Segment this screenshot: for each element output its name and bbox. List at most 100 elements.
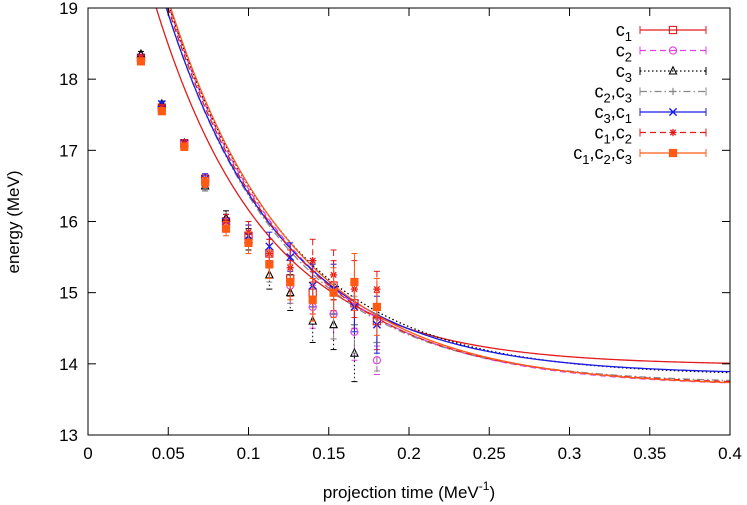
legend-label-subscript: 3 <box>604 111 611 126</box>
y-tick-label: 17 <box>59 141 78 160</box>
y-axis-title: energy (MeV) <box>4 171 23 274</box>
data-point-marker <box>265 260 274 269</box>
legend-label-subscript: 3 <box>625 70 632 85</box>
x-tick-label: 0.35 <box>633 444 666 463</box>
y-tick-label: 15 <box>59 284 78 303</box>
legend-label-subscript: 2 <box>625 50 632 65</box>
legend-label-subscript: 2 <box>604 91 611 106</box>
legend-item: c3,c1 <box>595 102 707 126</box>
data-point-marker <box>265 242 274 251</box>
data-point-marker <box>309 257 317 265</box>
legend-label-text: c <box>573 143 582 163</box>
legend-label-text: c <box>595 123 604 143</box>
series-points <box>136 53 381 354</box>
fit-curve <box>165 8 730 382</box>
x-axis-title: projection time (MeV-1) <box>323 479 495 502</box>
y-tick-label: 16 <box>59 213 78 232</box>
data-point-marker <box>286 252 295 262</box>
data-point-marker <box>201 178 210 187</box>
series-points <box>136 48 359 383</box>
data-point-marker <box>157 107 166 116</box>
y-tick-labels: 13 14 15 16 17 18 19 <box>59 0 78 445</box>
legend-label-text: c <box>595 82 604 102</box>
legend-label: c3 <box>616 61 632 85</box>
legend-label-subscript: 3 <box>625 91 632 106</box>
fit-curve <box>168 8 730 384</box>
fit-curves <box>155 8 730 384</box>
fit-curve <box>170 8 730 384</box>
legend-label: c1,c2 <box>595 123 632 147</box>
data-point-marker <box>244 238 253 247</box>
x-tick-label: 0.25 <box>473 444 506 463</box>
data-point-marker <box>329 319 339 329</box>
legend-item: c2 <box>616 41 707 65</box>
x-tick-labels: 0 0.05 0.1 0.15 0.2 0.25 0.3 0.35 0.4 <box>83 444 742 463</box>
legend-label-subscript: 2 <box>604 152 611 167</box>
x-tick-label: 0.2 <box>397 444 421 463</box>
x-axis-title-end: ) <box>489 483 495 502</box>
legend-item: c1,c2 <box>595 123 707 147</box>
data-point-marker <box>308 295 317 304</box>
legend-label-subscript: 2 <box>625 132 632 147</box>
data-point-marker <box>349 347 359 357</box>
legend-label-text: c <box>616 41 625 61</box>
x-axis-title-main: projection time (MeV <box>323 483 480 502</box>
legend-label-subscript: 1 <box>625 111 632 126</box>
axis-ticks <box>87 7 731 436</box>
legend-label-text: c <box>616 61 625 81</box>
y-tick-label: 19 <box>59 0 78 18</box>
fit-curve <box>169 8 730 374</box>
legend-label-text: ,c <box>611 143 625 163</box>
data-points <box>136 48 382 383</box>
series-points <box>137 54 381 372</box>
legend-label-text: c <box>595 102 604 122</box>
data-point-marker <box>669 128 677 137</box>
x-tick-label: 0.3 <box>558 444 582 463</box>
data-point-marker <box>308 315 318 325</box>
data-point-marker <box>221 224 231 233</box>
x-axis-title-sup: -1 <box>479 479 490 493</box>
legend-label: c1 <box>616 20 632 44</box>
legend-label-text: ,c <box>611 123 625 143</box>
data-point-marker <box>668 46 678 55</box>
legend-label: c2 <box>616 41 632 65</box>
fit-curve <box>155 8 730 364</box>
y-tick-label: 18 <box>59 70 78 89</box>
series-points <box>137 54 381 319</box>
data-point-marker <box>136 57 146 66</box>
data-point-marker <box>668 25 678 35</box>
x-tick-label: 0 <box>83 444 92 463</box>
data-point-marker <box>329 288 338 297</box>
legend-item: c2,c3 <box>595 82 707 106</box>
data-point-marker <box>286 277 295 287</box>
series-points <box>136 53 382 376</box>
x-tick-label: 0.05 <box>152 444 185 463</box>
fit-curve <box>165 8 730 373</box>
data-point-marker <box>668 65 678 75</box>
legend-label-text: c <box>616 20 625 40</box>
x-tick-label: 0.4 <box>718 444 742 463</box>
legend-item: c3 <box>616 61 707 85</box>
y-tick-label: 14 <box>59 355 78 374</box>
legend-label-text: ,c <box>611 82 625 102</box>
x-tick-label: 0.15 <box>312 444 345 463</box>
legend-label-subscript: 1 <box>625 29 632 44</box>
legend-label: c3,c1 <box>595 102 632 126</box>
data-point-marker <box>668 148 678 158</box>
plot-frame <box>87 7 731 436</box>
legend-item: c1 <box>616 20 707 44</box>
legend-label-subscript: 1 <box>582 152 589 167</box>
data-point-marker <box>350 277 359 287</box>
legend-label-subscript: 1 <box>604 132 611 147</box>
series-points <box>136 57 381 336</box>
legend-item: c1,c2,c3 <box>573 143 707 167</box>
data-point-marker <box>668 107 678 117</box>
legend-label-text: ,c <box>611 102 625 122</box>
fit-curve <box>167 8 730 383</box>
legend-label-text: ,c <box>590 143 604 163</box>
y-tick-label: 13 <box>59 426 78 445</box>
data-point-marker <box>372 302 381 311</box>
legend-label-subscript: 3 <box>625 152 632 167</box>
